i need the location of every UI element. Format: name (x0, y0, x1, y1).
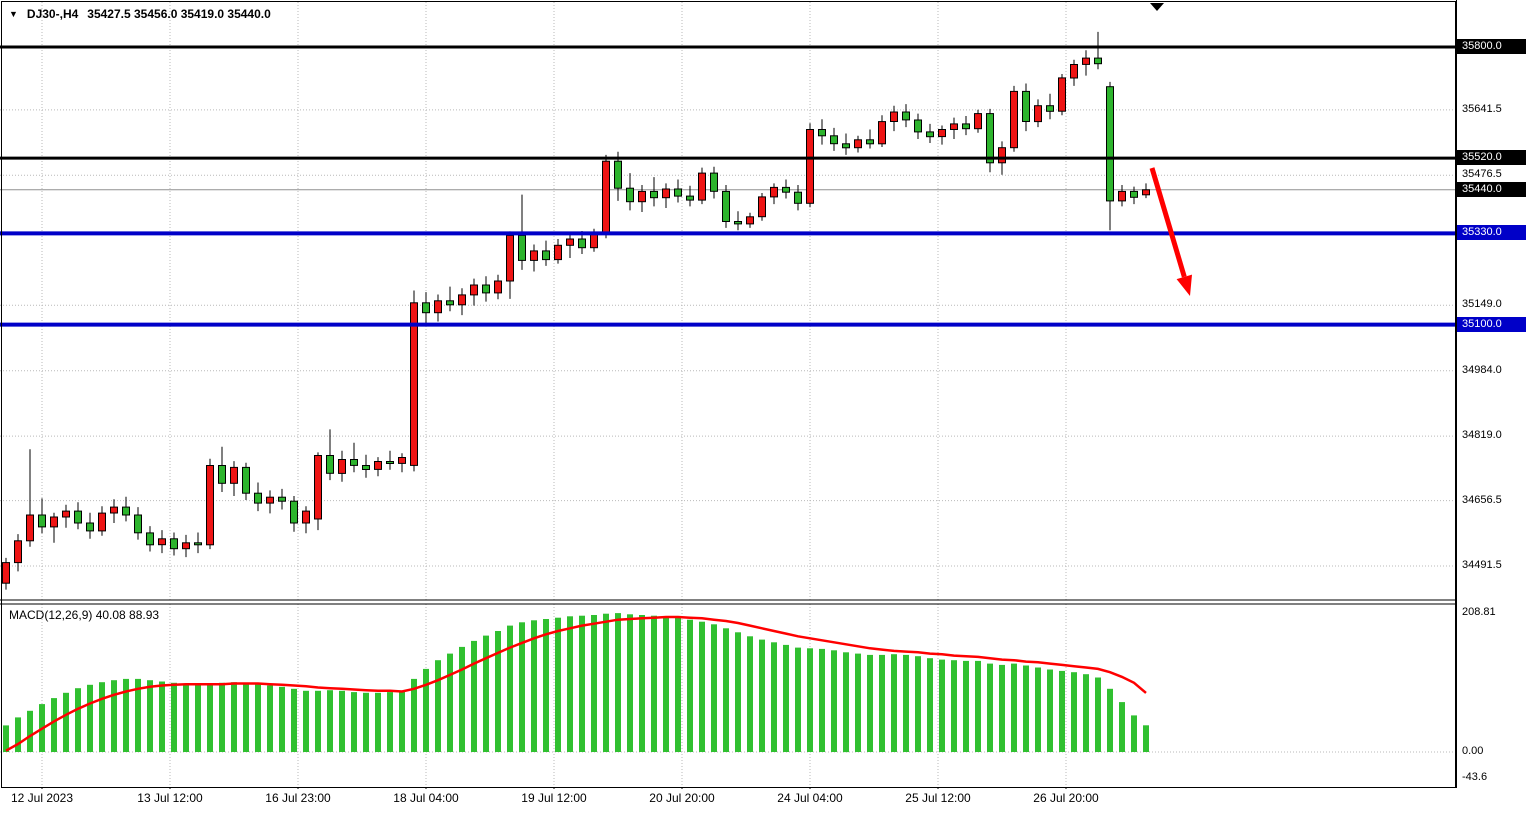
price-tick-label: 35476.5 (1462, 168, 1502, 180)
time-axis-label: 25 Jul 12:00 (905, 791, 971, 805)
symbol-info[interactable]: ▼ DJ30-,H4 35427.5 35456.0 35419.0 35440… (9, 7, 271, 21)
price-tick-label: 34819.0 (1462, 429, 1502, 441)
time-axis-label: 20 Jul 20:00 (649, 791, 715, 805)
price-level-badge: 35520.0 (1457, 150, 1526, 165)
time-axis-label: 26 Jul 20:00 (1033, 791, 1099, 805)
scroll-position-marker[interactable] (1150, 3, 1164, 11)
macd-scale-label: 208.81 (1462, 606, 1496, 618)
candles (2, 31, 1150, 590)
time-axis-label: 13 Jul 12:00 (137, 791, 203, 805)
price-tick-label: 35641.5 (1462, 103, 1502, 115)
macd-histogram (3, 613, 1149, 753)
price-level-badge: 35100.0 (1457, 317, 1526, 332)
price-axis[interactable]: 35641.5 35476.5 35149.0 34984.0 34819.0 34656… (1456, 0, 1526, 788)
price-tick-label: 34984.0 (1462, 364, 1502, 376)
macd-scale-label: 0.00 (1462, 745, 1484, 757)
ohlc-values: 35427.5 35456.0 35419.0 35440.0 (87, 7, 271, 21)
macd-signal-line (5, 615, 1147, 752)
time-axis-label: 24 Jul 04:00 (777, 791, 843, 805)
time-axis[interactable]: 12 Jul 2023 13 Jul 12:00 16 Jul 23:00 18 Ju… (0, 789, 1456, 813)
price-level-badge: 35330.0 (1457, 225, 1526, 240)
trend-arrow-annotation[interactable] (1149, 167, 1192, 296)
price-tick-label: 34491.5 (1462, 559, 1502, 571)
price-level-badge: 35800.0 (1457, 39, 1526, 54)
price-tick-label: 35149.0 (1462, 298, 1502, 310)
time-axis-label: 16 Jul 23:00 (265, 791, 331, 805)
price-chart-canvas[interactable] (0, 0, 1456, 813)
symbol-period-label: DJ30-,H4 (26, 7, 79, 21)
symbol-dropdown-icon[interactable]: ▼ (9, 8, 18, 19)
time-axis-label: 12 Jul 2023 (10, 791, 74, 805)
price-tick-label: 34656.5 (1462, 494, 1502, 506)
macd-indicator-label: MACD(12,26,9) 40.08 88.93 (9, 608, 160, 622)
time-axis-label: 18 Jul 04:00 (393, 791, 459, 805)
time-axis-label: 19 Jul 12:00 (521, 791, 587, 805)
macd-scale-label: -43.6 (1462, 771, 1488, 783)
price-level-badge: 35440.0 (1457, 182, 1526, 197)
